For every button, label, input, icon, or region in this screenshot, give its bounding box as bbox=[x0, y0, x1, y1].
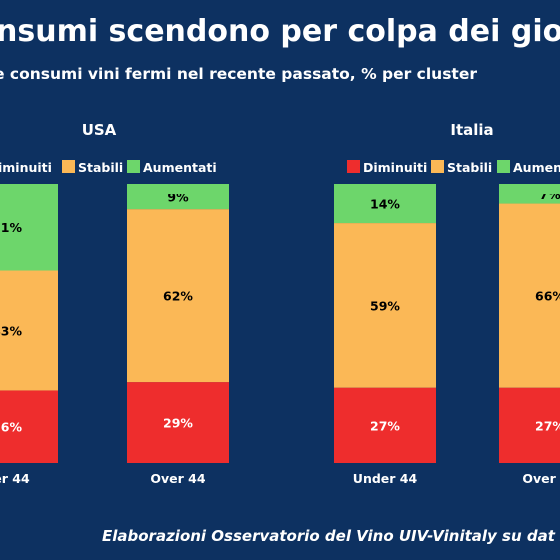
bar-label-usa-0-2: 31% bbox=[0, 220, 22, 235]
bar-label-italia-0-1: 59% bbox=[370, 298, 400, 313]
legend-label-italia-2: Aumen bbox=[513, 160, 560, 175]
bar-label-italia-0-2: 14% bbox=[370, 197, 400, 212]
bar-label-usa-1-1: 62% bbox=[163, 289, 193, 304]
chart-subtitle: e consumi vini fermi nel recente passato… bbox=[0, 65, 477, 83]
category-label-usa-1: Over 44 bbox=[150, 471, 205, 486]
bar-label-italia-1-1: 66% bbox=[535, 289, 560, 304]
source-note: Elaborazioni Osservatorio del Vino UIV-V… bbox=[102, 527, 555, 545]
bar-segment-usa-0-1 bbox=[0, 270, 58, 391]
bar-segment-usa-1-1 bbox=[127, 209, 229, 383]
bar-label-italia-1-0: 27% bbox=[535, 418, 560, 433]
legend-label-usa-1: Stabili bbox=[78, 160, 123, 175]
bar-segment-usa-1-0 bbox=[127, 382, 229, 463]
legend-swatch-usa-2 bbox=[127, 160, 140, 173]
bar-label-usa-0-1: 43% bbox=[0, 323, 22, 338]
legend-label-italia-0: Diminuiti bbox=[363, 160, 427, 175]
bar-segment-italia-1-1 bbox=[499, 203, 560, 388]
bar-label-usa-0-0: 26% bbox=[0, 420, 22, 435]
bar-label-usa-1-0: 29% bbox=[163, 416, 193, 431]
bar-cap-top-usa-1 bbox=[127, 184, 229, 194]
bar-segment-italia-1-0 bbox=[499, 387, 560, 463]
bar-segment-usa-0-0 bbox=[0, 390, 58, 463]
legend-swatch-italia-2 bbox=[497, 160, 510, 173]
chart-main-title: nsumi scendono per colpa dei giov bbox=[0, 14, 560, 49]
legend-swatch-italia-1 bbox=[431, 160, 444, 173]
bar-cap-top-usa-0 bbox=[0, 184, 58, 194]
legend-label-usa-2: Aumentati bbox=[143, 160, 217, 175]
bar-segment-usa-0-2 bbox=[0, 184, 58, 271]
category-label-italia-0: Under 44 bbox=[353, 471, 418, 486]
bar-segment-italia-0-1 bbox=[334, 223, 436, 388]
legend-swatch-italia-0 bbox=[347, 160, 360, 173]
legend-label-italia-1: Stabili bbox=[447, 160, 492, 175]
panel-title-usa: USA bbox=[82, 121, 117, 139]
category-label-usa-0: der 44 bbox=[0, 471, 30, 486]
bar-cap-top-italia-1 bbox=[499, 184, 560, 194]
category-label-italia-1: Over 44 bbox=[522, 471, 560, 486]
legend-label-usa-0: iminuiti bbox=[0, 160, 52, 175]
bar-segment-italia-0-0 bbox=[334, 387, 436, 463]
legend-swatch-usa-1 bbox=[62, 160, 75, 173]
panel-title-italia: Italia bbox=[450, 121, 493, 139]
bar-label-italia-0-0: 27% bbox=[370, 418, 400, 433]
bar-cap-top-italia-0 bbox=[334, 184, 436, 194]
